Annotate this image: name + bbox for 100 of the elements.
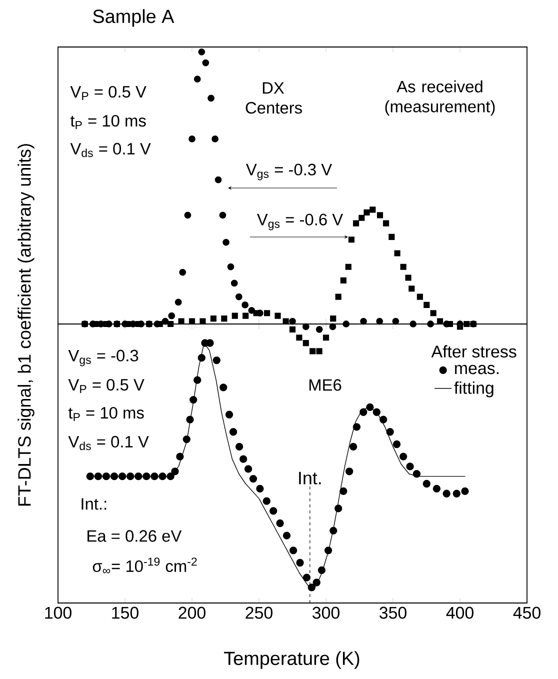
point (412, 470, 421, 478)
point (202, 59, 210, 66)
point (86, 472, 94, 480)
point (190, 396, 198, 404)
point (150, 472, 158, 480)
point (188, 318, 196, 324)
point (340, 487, 348, 495)
legend-title: After stress (431, 345, 516, 358)
point (366, 403, 374, 412)
annotation: V$_{ds}$ = 0.1 V (70, 142, 151, 158)
annotation: V$_{gs}$ = -0.3 (68, 350, 138, 366)
point (230, 280, 238, 287)
point (198, 48, 206, 56)
point (348, 236, 355, 243)
point (256, 484, 264, 493)
point (416, 294, 423, 300)
point (210, 316, 216, 322)
point (219, 212, 226, 219)
x-tick-label: 100 (45, 606, 72, 619)
point (380, 416, 388, 424)
point (358, 214, 365, 221)
point (376, 212, 384, 218)
point (345, 468, 354, 476)
point (270, 507, 278, 515)
point (335, 294, 342, 300)
point (274, 312, 281, 319)
point (316, 326, 323, 333)
annotation: DX Centers (246, 82, 302, 114)
chart-title: Sample A (93, 9, 174, 27)
point (382, 220, 390, 226)
point (442, 490, 450, 498)
point (308, 584, 316, 592)
point (318, 566, 326, 574)
point (360, 408, 368, 416)
x-axis-title: Temperature (K) (224, 651, 360, 669)
point (166, 472, 174, 480)
point (249, 474, 258, 483)
point (102, 472, 110, 480)
point (330, 316, 336, 322)
point (289, 546, 298, 554)
point (174, 298, 182, 306)
point (334, 504, 342, 512)
annotation: σ$_{∞}$= 10$^{-19}$ cm$^{-2}$ (92, 558, 197, 574)
point (212, 356, 220, 364)
point (227, 263, 234, 270)
point (322, 334, 330, 341)
point (244, 465, 252, 473)
annotation: V$_{P}$ = 0.5 V (68, 378, 144, 394)
annotation: t$_{P}$ = 10 ms (68, 406, 144, 422)
x-tick-label: 400 (446, 606, 474, 619)
point (126, 472, 134, 480)
point (182, 435, 190, 444)
point (370, 206, 376, 213)
point (208, 94, 214, 102)
point (184, 212, 192, 219)
point (399, 452, 408, 460)
point (461, 487, 469, 495)
point (110, 472, 118, 480)
point (408, 286, 415, 292)
point (253, 310, 260, 316)
point (212, 136, 218, 142)
series-label: V$_{gs}$ = -0.6 V (256, 214, 344, 230)
point (364, 209, 370, 216)
annotation: V$_{ds}$ = 0.1 V (68, 436, 149, 450)
point (221, 316, 228, 322)
point (302, 340, 309, 346)
point (302, 574, 311, 582)
point (118, 472, 126, 480)
point (242, 302, 249, 308)
point (222, 238, 230, 246)
point (289, 326, 296, 332)
point (422, 480, 430, 488)
point (171, 468, 179, 476)
legend-label: fitting (454, 382, 494, 398)
point (394, 250, 400, 256)
x-tick-label: 350 (380, 606, 406, 619)
point (239, 455, 248, 463)
annotation: Ea = 0.26 eV (88, 530, 182, 542)
point (352, 220, 360, 226)
annotation: V$_{P}$ = 0.5 V (70, 86, 146, 100)
point (194, 76, 201, 83)
point (229, 428, 238, 436)
legend-label: meas. (455, 364, 498, 374)
point (242, 312, 249, 319)
point (424, 302, 430, 308)
point (316, 348, 322, 354)
point (310, 348, 316, 354)
point (330, 526, 338, 534)
point (235, 442, 244, 451)
point (436, 318, 444, 324)
point (312, 578, 320, 586)
annotation: As received (measurement) (385, 80, 495, 116)
point (158, 472, 166, 480)
point (406, 462, 414, 470)
point (232, 312, 238, 319)
point (386, 428, 394, 436)
point (94, 472, 102, 480)
point (262, 497, 270, 505)
point (134, 472, 142, 480)
point (220, 384, 228, 392)
